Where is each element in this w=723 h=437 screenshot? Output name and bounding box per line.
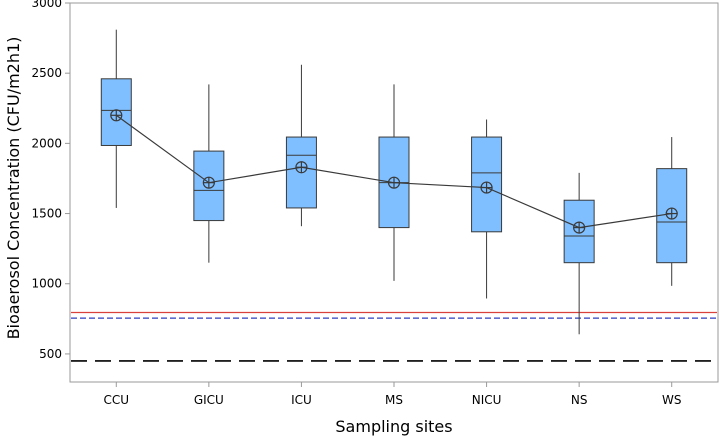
boxes [100,29,688,335]
y-tick-label: 2500 [31,66,62,80]
y-tick-label: 1000 [31,277,62,291]
y-tick-label: 3000 [31,0,62,10]
box-ccu [100,29,132,208]
y-tick-label: 500 [39,347,62,361]
mean-marker-icu [295,161,308,174]
mean-marker-ms [387,176,401,189]
box-nicu [471,119,503,299]
x-tick-label: GICU [194,393,224,407]
box-icu [285,64,317,227]
mean-marker-nicu [480,181,493,194]
mean-marker-gicu [202,176,215,189]
box-gicu [193,84,225,263]
box-ns [563,172,595,335]
x-axis: CCU GICU ICU MS NICU NS WS [104,382,681,407]
mean-marker-ccu [110,109,123,122]
reference-lines [71,311,717,362]
x-tick-label: WS [662,393,681,407]
x-tick-label: ICU [291,393,312,407]
y-axis-title: Bioaerosol Concentration (CFU/m2h1) [4,37,23,340]
mean-marker-ns [573,221,586,234]
mean-connector [110,109,678,234]
y-tick-label: 2000 [31,136,62,150]
x-tick-label: MS [385,393,403,407]
mean-marker-ws [665,207,678,220]
x-tick-label: NICU [472,393,502,407]
y-axis: 500 1000 1500 2000 2500 3000 [31,0,70,361]
x-axis-title: Sampling sites [335,417,452,436]
y-tick-label: 1500 [31,207,62,221]
x-tick-label: NS [571,393,588,407]
x-tick-label: CCU [104,393,130,407]
